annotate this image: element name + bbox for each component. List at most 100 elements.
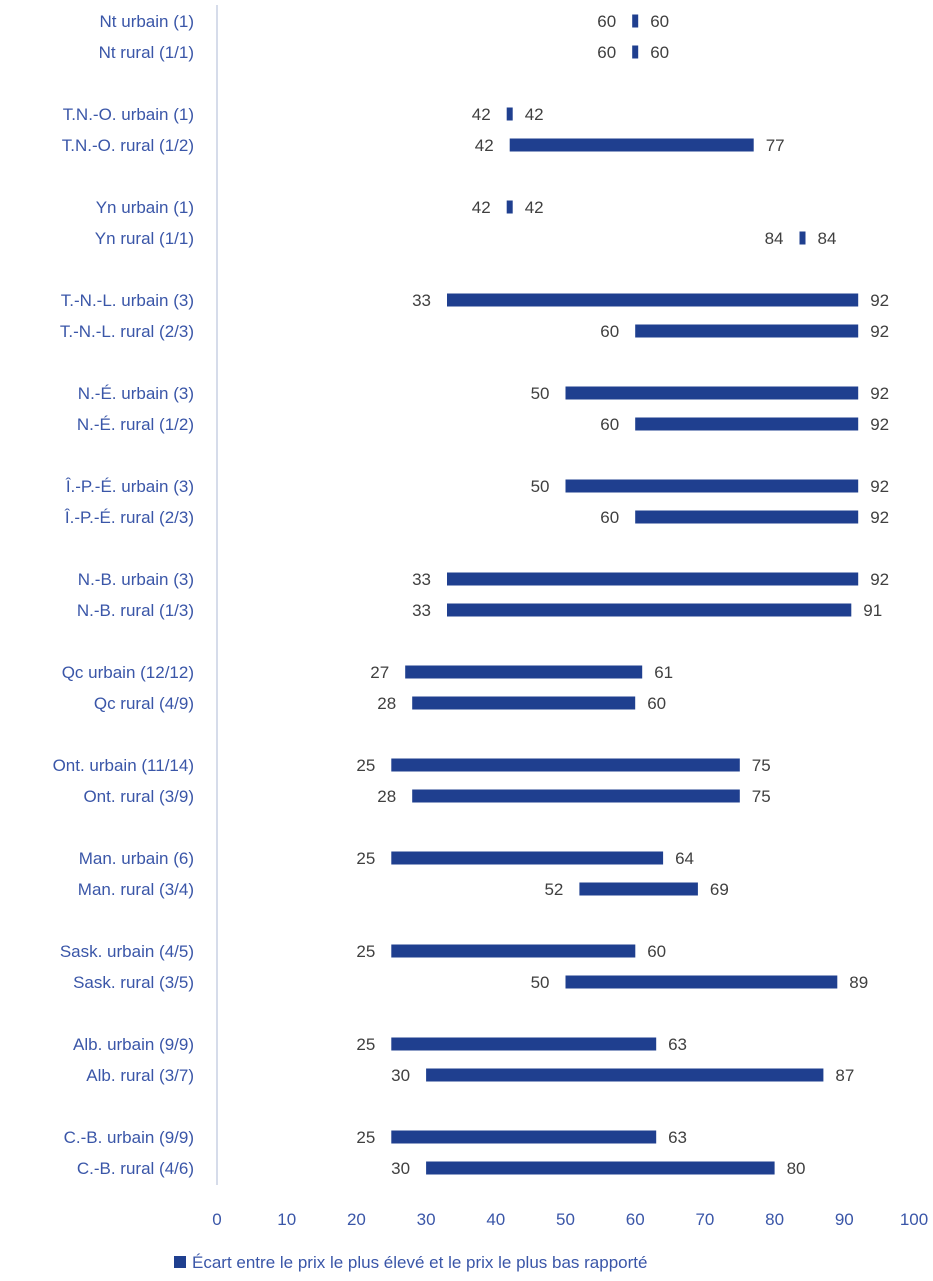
range-bar	[405, 665, 643, 679]
high-value-label: 63	[668, 1035, 687, 1054]
high-value-label: 64	[675, 849, 694, 868]
category-label: N.-B. rural (1/3)	[77, 601, 194, 620]
high-value-label: 69	[710, 880, 729, 899]
x-tick-label: 70	[695, 1210, 714, 1229]
low-value-label: 50	[531, 384, 550, 403]
x-tick-label: 80	[765, 1210, 784, 1229]
high-value-label: 60	[650, 12, 669, 31]
chart-row: Ont. rural (3/9) 28 75	[83, 787, 770, 806]
low-value-label: 33	[412, 570, 431, 589]
high-value-label: 42	[525, 198, 544, 217]
chart-row: N.-É. urbain (3) 50 92	[78, 384, 889, 403]
category-label: Qc urbain (12/12)	[62, 663, 194, 682]
high-value-label: 63	[668, 1128, 687, 1147]
chart-row: Alb. rural (3/7) 30 87	[86, 1066, 854, 1085]
low-value-label: 25	[356, 1035, 375, 1054]
category-label: Sask. rural (3/5)	[73, 973, 194, 992]
low-value-label: 42	[472, 105, 491, 124]
range-bar	[632, 14, 639, 28]
high-value-label: 84	[818, 229, 837, 248]
chart-row: N.-É. rural (1/2) 60 92	[77, 415, 889, 434]
high-value-label: 60	[647, 942, 666, 961]
category-label: Alb. urbain (9/9)	[73, 1035, 194, 1054]
x-tick-label: 60	[626, 1210, 645, 1229]
chart-row: Man. rural (3/4) 52 69	[78, 880, 729, 899]
low-value-label: 27	[370, 663, 389, 682]
high-value-label: 92	[870, 415, 889, 434]
category-label: Qc rural (4/9)	[94, 694, 194, 713]
range-bar	[565, 386, 859, 400]
category-label: T.N.-O. urbain (1)	[63, 105, 194, 124]
range-bar	[426, 1161, 775, 1175]
high-value-label: 60	[650, 43, 669, 62]
low-value-label: 25	[356, 756, 375, 775]
range-bar	[506, 107, 513, 121]
category-label: Ont. urbain (11/14)	[53, 756, 194, 775]
range-bar	[635, 324, 859, 338]
low-value-label: 30	[391, 1066, 410, 1085]
low-value-label: 60	[600, 508, 619, 527]
category-label: Man. urbain (6)	[79, 849, 194, 868]
low-value-label: 60	[600, 322, 619, 341]
x-tick-label: 50	[556, 1210, 575, 1229]
category-label: Ont. rural (3/9)	[83, 787, 194, 806]
range-bar	[412, 696, 636, 710]
chart-row: Qc urbain (12/12) 27 61	[62, 663, 673, 682]
chart-row: T.-N.-L. rural (2/3) 60 92	[60, 322, 889, 341]
low-value-label: 60	[600, 415, 619, 434]
chart-row: T.-N.-L. urbain (3) 33 92	[61, 291, 889, 310]
low-value-label: 25	[356, 942, 375, 961]
category-label: Nt rural (1/1)	[99, 43, 194, 62]
low-value-label: 52	[544, 880, 563, 899]
high-value-label: 60	[647, 694, 666, 713]
high-value-label: 92	[870, 570, 889, 589]
range-bar	[447, 603, 852, 617]
category-label: Alb. rural (3/7)	[86, 1066, 194, 1085]
range-bar	[447, 293, 859, 307]
chart-rows: Nt urbain (1) 60 60 Nt rural (1/1) 60 60 T.N.-…	[53, 12, 890, 1178]
category-label: C.-B. urbain (9/9)	[64, 1128, 194, 1147]
chart-row: Î.-P.-É. urbain (3) 50 92	[65, 477, 889, 496]
low-value-label: 84	[765, 229, 784, 248]
chart-row: Yn rural (1/1) 84 84	[95, 229, 837, 248]
x-tick-label: 10	[277, 1210, 296, 1229]
high-value-label: 92	[870, 477, 889, 496]
low-value-label: 28	[377, 694, 396, 713]
category-label: Sask. urbain (4/5)	[60, 942, 194, 961]
category-label: T.N.-O. rural (1/2)	[62, 136, 194, 155]
range-bar	[632, 45, 639, 59]
chart-row: Sask. rural (3/5) 50 89	[73, 973, 868, 992]
range-bar	[391, 944, 636, 958]
category-label: Yn urbain (1)	[96, 198, 194, 217]
chart-row: Sask. urbain (4/5) 25 60	[60, 942, 666, 961]
chart-row: Man. urbain (6) 25 64	[79, 849, 694, 868]
range-bar	[391, 758, 740, 772]
range-bar	[391, 851, 664, 865]
high-value-label: 80	[787, 1159, 806, 1178]
high-value-label: 61	[654, 663, 673, 682]
high-value-label: 92	[870, 508, 889, 527]
category-label: N.-É. rural (1/2)	[77, 415, 194, 434]
high-value-label: 77	[766, 136, 785, 155]
category-label: Man. rural (3/4)	[78, 880, 194, 899]
low-value-label: 50	[531, 477, 550, 496]
x-tick-label: 0	[212, 1210, 221, 1229]
chart-row: Î.-P.-É. rural (2/3) 60 92	[64, 508, 889, 527]
low-value-label: 60	[597, 12, 616, 31]
x-tick-label: 20	[347, 1210, 366, 1229]
range-bar	[579, 882, 698, 896]
range-bar	[509, 138, 754, 152]
chart-row: Nt urbain (1) 60 60	[100, 12, 670, 31]
low-value-label: 25	[356, 849, 375, 868]
category-label: N.-É. urbain (3)	[78, 384, 194, 403]
low-value-label: 25	[356, 1128, 375, 1147]
x-tick-label: 40	[486, 1210, 505, 1229]
high-value-label: 42	[525, 105, 544, 124]
chart-row: T.N.-O. rural (1/2) 42 77	[62, 136, 785, 155]
low-value-label: 60	[597, 43, 616, 62]
high-value-label: 92	[870, 384, 889, 403]
high-value-label: 75	[752, 756, 771, 775]
legend: Écart entre le prix le plus élevé et le …	[174, 1253, 647, 1272]
chart-row: Yn urbain (1) 42 42	[96, 198, 544, 217]
